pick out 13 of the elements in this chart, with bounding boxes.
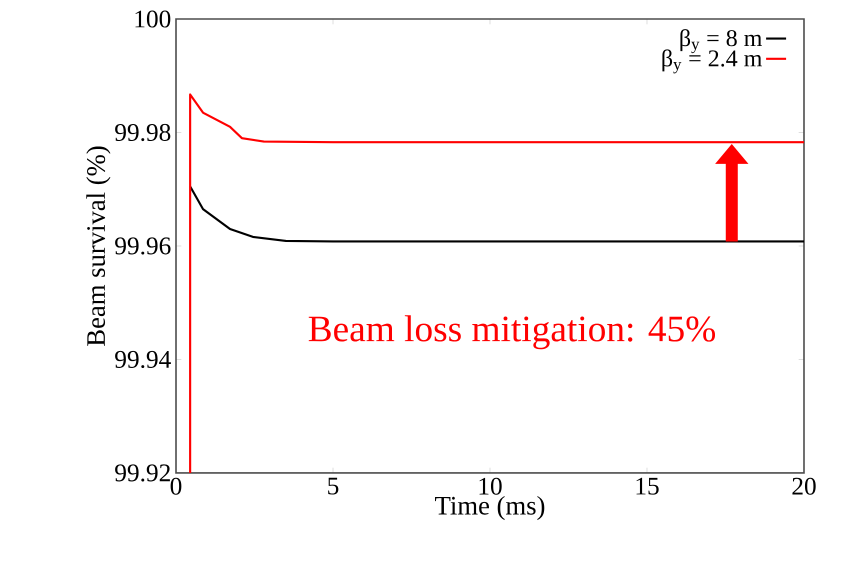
y-tick-label: 99.98	[115, 124, 170, 142]
x-tick-label: 5	[328, 478, 338, 495]
x-tick-label: 15	[636, 478, 659, 495]
x-tick-label: 20	[792, 478, 816, 495]
x-tick-label: 10	[480, 478, 502, 495]
annotation: Beam loss mitigation: 45%	[308, 315, 716, 350]
x-axis-title: Time (ms)	[435, 496, 544, 520]
y-axis-title: Beam survival (%)	[86, 146, 110, 346]
y-tick-label: 99.92	[115, 464, 170, 482]
x-tick-label: 0	[170, 478, 182, 495]
y-tick-label: 99.94	[115, 350, 171, 368]
y-tick-label: 99.96	[115, 237, 171, 255]
y-tick-label: 100	[136, 10, 170, 28]
